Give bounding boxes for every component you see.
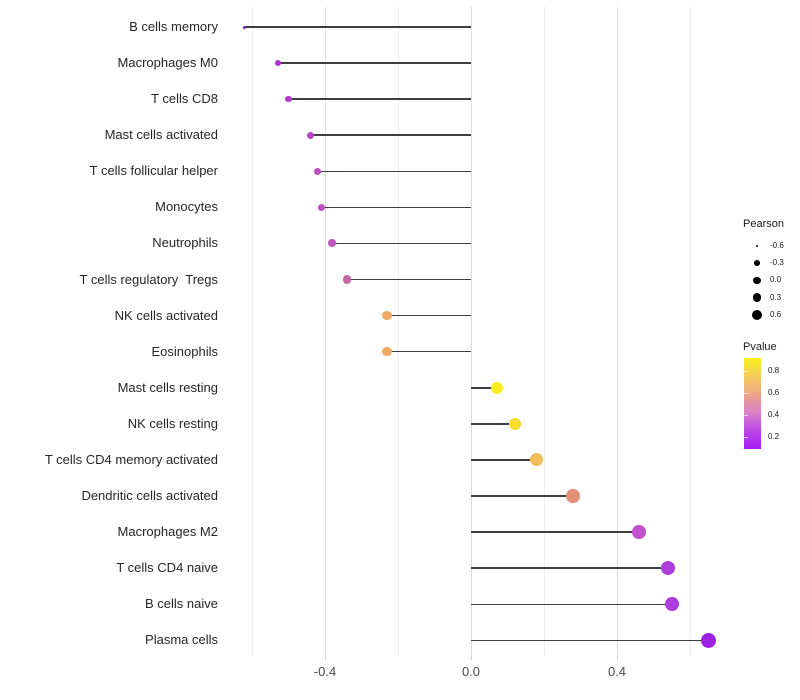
lollipop-stem	[310, 134, 471, 136]
legend-pvalue-title: Pvalue	[743, 341, 777, 353]
lollipop-stem	[321, 206, 471, 209]
colorbar-tick	[744, 393, 748, 394]
lollipop-dot	[317, 203, 326, 212]
lollipop-dot	[313, 167, 322, 176]
y-axis-label: T cells regulatory Tregs	[79, 271, 218, 287]
y-axis-label: Plasma cells	[145, 632, 218, 648]
y-axis-label: T cells CD8	[151, 91, 218, 107]
y-axis-label: Mast cells resting	[117, 379, 218, 395]
x-axis-tick-label: -0.4	[313, 664, 337, 679]
y-axis-label: Macrophages M2	[117, 524, 218, 540]
lollipop-stem	[471, 387, 497, 389]
x-axis-tick-label: 0.4	[607, 664, 627, 679]
y-axis-label: Dendritic cells activated	[81, 488, 218, 504]
legend-pearson-label: -0.3	[770, 258, 784, 268]
lollipop-dot	[274, 60, 281, 67]
lollipop-stem	[332, 242, 471, 245]
legend-pvalue-label: 0.2	[768, 432, 780, 441]
lollipop-stem	[471, 423, 515, 425]
y-axis-label: NK cells activated	[114, 307, 218, 323]
y-axis-label: Neutrophils	[152, 235, 218, 251]
lollipop-dot	[490, 381, 503, 394]
lollipop-dot	[661, 561, 676, 576]
x-axis-tick	[471, 656, 472, 660]
legend-pearson-title: Pearson	[743, 218, 784, 230]
lollipop-stem	[471, 567, 669, 569]
pvalue-colorbar	[744, 358, 761, 449]
lollipop-stem	[387, 350, 471, 353]
colorbar-tick	[744, 415, 748, 416]
y-axis-label: T cells CD4 naive	[116, 560, 218, 576]
lollipop-dot	[700, 632, 716, 648]
legend-pearson-dot	[754, 260, 760, 267]
gridline--0.2	[398, 7, 399, 656]
lollipop-stem	[244, 26, 471, 28]
gridline-0.4	[617, 7, 618, 656]
legend-pearson-dot	[752, 309, 762, 320]
gridline-0	[471, 7, 472, 656]
lollipop-dot	[382, 310, 392, 321]
lollipop-dot	[285, 95, 292, 103]
x-axis-tick	[325, 656, 326, 660]
lollipop-dot	[243, 25, 247, 29]
gridline--0.4	[325, 7, 326, 656]
lollipop-stem	[471, 495, 574, 497]
y-axis-label: Monocytes	[155, 199, 218, 215]
legend-pearson-label: 0.3	[770, 292, 782, 302]
y-axis-label: B cells naive	[145, 596, 218, 612]
legend-pearson-label: 0.6	[770, 309, 782, 319]
gridline-0.2	[544, 7, 545, 656]
y-axis-label: NK cells resting	[127, 415, 218, 431]
x-axis-tick-label: 0.0	[461, 664, 481, 679]
y-axis-label: T cells CD4 memory activated	[44, 451, 218, 467]
y-axis-label: Mast cells activated	[104, 127, 218, 143]
legend-pearson-dot	[753, 276, 761, 285]
lollipop-dot	[664, 597, 679, 612]
lollipop-dot	[632, 525, 646, 539]
legend-pvalue-label: 0.8	[768, 366, 780, 375]
lollipop-stem	[277, 62, 471, 64]
lollipop-dot	[508, 417, 522, 431]
gridline-0.6	[690, 7, 691, 656]
legend-pearson-label: 0.0	[770, 275, 782, 285]
colorbar-tick	[744, 437, 748, 438]
y-axis-label: Macrophages M0	[117, 55, 218, 71]
lollipop-stem	[317, 170, 471, 173]
legend-pvalue-label: 0.4	[768, 410, 780, 419]
legend-pearson-dot	[752, 293, 762, 302]
legend-pearson-dot	[755, 244, 759, 248]
lollipop-dot	[566, 489, 580, 503]
colorbar-tick	[744, 371, 748, 372]
legend-pearson-label: -0.6	[770, 241, 784, 250]
lollipop-stem	[471, 639, 709, 642]
y-axis-label: B cells memory	[129, 19, 218, 34]
lollipop-dot	[342, 275, 352, 284]
lollipop-stem	[387, 314, 471, 317]
lollipop-dot	[306, 131, 314, 139]
lollipop-dot	[530, 453, 544, 467]
lollipop-stem	[471, 531, 639, 533]
y-axis-label: Eosinophils	[151, 343, 219, 359]
lollipop-dot	[328, 239, 337, 248]
gridline--0.6	[252, 7, 253, 656]
y-axis-label: T cells follicular helper	[89, 163, 218, 179]
lollipop-stem	[471, 603, 672, 606]
lollipop-stem	[346, 278, 471, 281]
legend-pvalue-label: 0.6	[768, 388, 780, 397]
lollipop-dot	[382, 346, 392, 357]
x-axis-tick	[617, 656, 618, 660]
lollipop-stem	[471, 459, 537, 461]
lollipop-stem	[288, 98, 471, 100]
